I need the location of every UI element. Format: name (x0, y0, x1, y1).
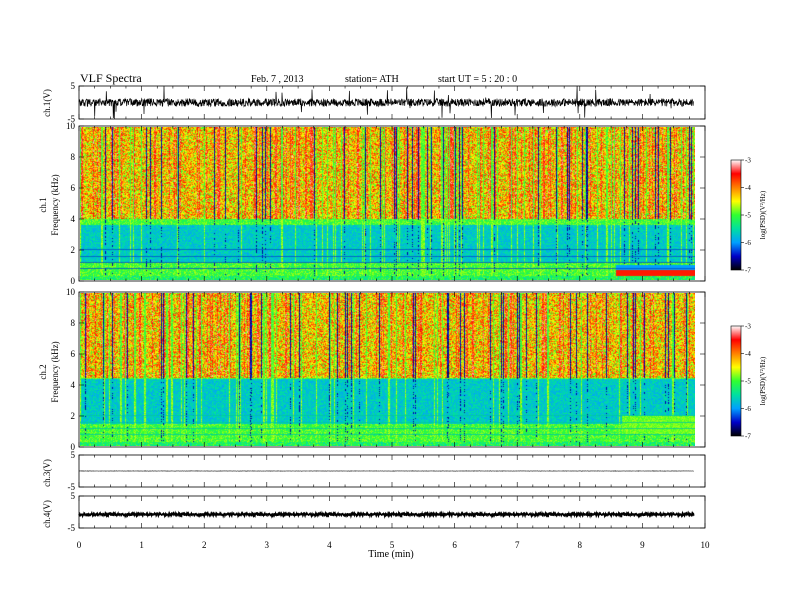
y-tick-label: 2 (71, 245, 76, 255)
ch2-freq-ylabel: Frequency (kHz) (50, 341, 60, 402)
x-tick-label: 0 (77, 540, 82, 550)
colorbar-tick-label: -6 (745, 405, 751, 413)
x-tick-label: 9 (640, 540, 645, 550)
y-tick-label: 8 (71, 152, 76, 162)
y-tick-label: 5 (71, 81, 76, 91)
ch4-waveform-trace (78, 510, 695, 519)
colorbar-scale (730, 325, 742, 437)
date-label: Feb. 7 , 2013 (251, 74, 304, 85)
ch2-spectrogram (80, 293, 695, 446)
ch1-waveform-trace (78, 85, 694, 119)
y-tick-label: 10 (66, 121, 76, 131)
y-tick-label: 8 (71, 318, 76, 328)
y-tick-label: 5 (71, 450, 76, 460)
ch1-freq-ylabel: Frequency (kHz) (50, 174, 60, 235)
start-time-label: start UT = 5 : 20 : 0 (438, 74, 517, 85)
colorbar-tick-label: -7 (745, 433, 751, 441)
colorbar-label: log(PSD)(V²/Hz) (759, 356, 767, 405)
x-tick-label: 3 (265, 540, 270, 550)
ch1-wave-ylabel: ch.1(V) (42, 89, 52, 117)
colorbar-tick-label: -5 (745, 212, 751, 220)
x-axis-label: Time (min) (368, 549, 413, 560)
x-tick-label: 10 (701, 540, 711, 550)
x-tick-label: 6 (452, 540, 457, 550)
colorbar-tick-label: -7 (745, 267, 751, 275)
y-tick-label: 4 (71, 214, 76, 224)
y-tick-label: 10 (66, 287, 76, 297)
x-tick-label: 8 (578, 540, 583, 550)
spec1-image (80, 127, 695, 280)
x-tick-label: 4 (327, 540, 332, 550)
y-tick-label: 2 (71, 411, 76, 421)
y-tick-label: -5 (68, 114, 76, 124)
ch1-spectrogram (80, 127, 695, 280)
colorbar-scale (730, 159, 742, 271)
colorbar-tick-label: -6 (745, 239, 751, 247)
ch1-waveform-panel (78, 85, 694, 119)
y-tick-label: -5 (68, 482, 76, 492)
y-tick-label: 6 (71, 349, 76, 359)
ch4-wave-ylabel: ch.4(V) (42, 500, 52, 528)
colorbar-tick-label: -4 (745, 184, 751, 192)
y-tick-label: 5 (71, 491, 76, 501)
ch2-colorbar: -3 -4 -5 -6 -7 log(PSD)(V²/Hz) (730, 323, 767, 441)
y-tick-label: -5 (68, 523, 76, 533)
colorbar-label: log(PSD)(V²/Hz) (759, 190, 767, 239)
ch1-spec-ylabel: ch.1 (38, 197, 48, 212)
ch2-spec-ylabel: ch.2 (38, 364, 48, 379)
x-tick-label: 2 (202, 540, 207, 550)
y-tick-label: 0 (71, 442, 76, 452)
ch1-colorbar: -3 -4 -5 -6 -7 log(PSD)(V²/Hz) (730, 157, 767, 275)
colorbar-tick-label: -4 (745, 350, 751, 358)
x-tick-label: 7 (515, 540, 520, 550)
colorbar-tick-label: -5 (745, 378, 751, 386)
colorbar-tick-label: -3 (745, 323, 751, 331)
x-tick-label: 1 (139, 540, 144, 550)
figure-title: VLF Spectra (80, 71, 142, 85)
y-tick-label: 4 (71, 380, 76, 390)
ch3-wave-ylabel: ch.3(V) (42, 459, 52, 487)
colorbar-tick-label: -3 (745, 157, 751, 165)
spec2-image (80, 293, 695, 446)
y-tick-label: 6 (71, 183, 76, 193)
x-tick-label: 5 (390, 540, 395, 550)
station-label: station= ATH (345, 74, 399, 85)
y-tick-label: 0 (71, 276, 76, 286)
